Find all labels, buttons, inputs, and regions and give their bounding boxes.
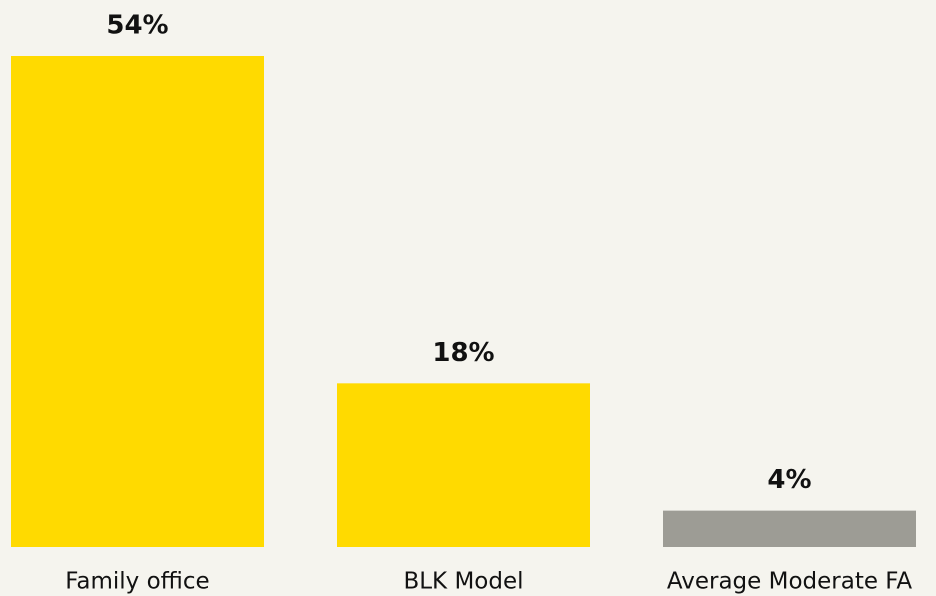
value-label: 18% xyxy=(432,338,494,368)
category-label: Family office xyxy=(65,569,209,595)
value-label: 54% xyxy=(106,11,168,41)
bar xyxy=(11,56,264,547)
bar xyxy=(337,383,590,547)
bar xyxy=(663,510,916,547)
value-label: 4% xyxy=(767,465,811,495)
category-label: BLK Model xyxy=(403,569,523,595)
category-label: Average Moderate FA xyxy=(667,569,913,595)
